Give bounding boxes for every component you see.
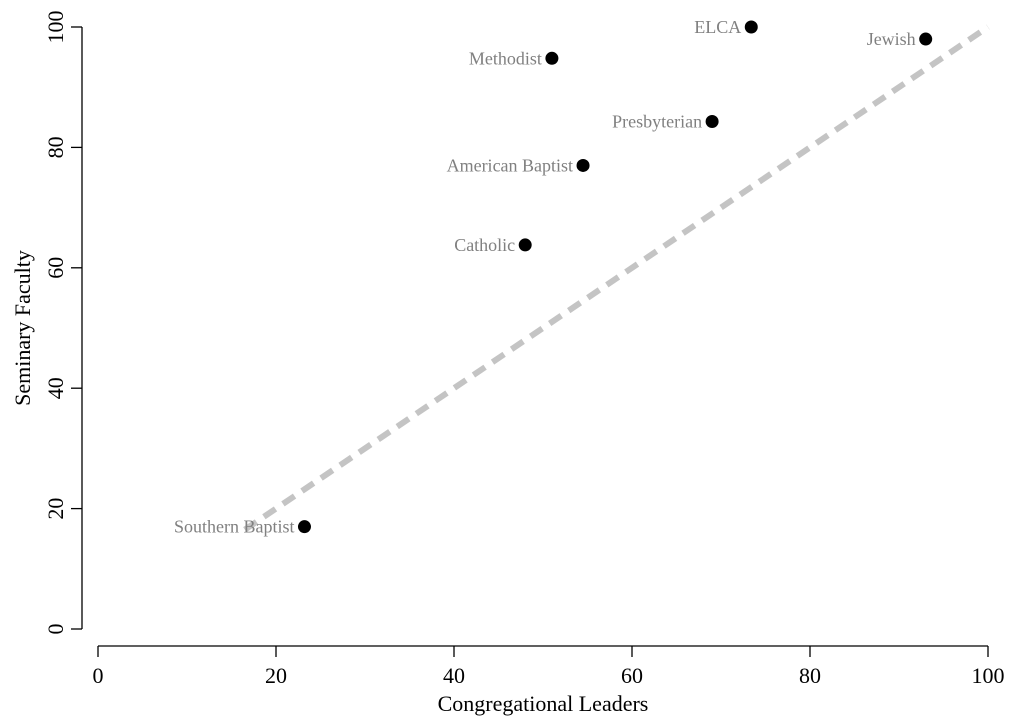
data-point — [518, 238, 532, 252]
diagonal-reference-line — [243, 24, 990, 533]
data-point — [919, 32, 933, 46]
point-label: Methodist — [469, 48, 542, 68]
x-tick-label: 80 — [799, 663, 821, 688]
data-point — [545, 51, 559, 65]
y-tick-label: 80 — [43, 136, 68, 158]
x-axis-ticks: 0 20 40 60 80 100 — [93, 646, 1005, 688]
point-label: Presbyterian — [612, 112, 702, 132]
data-point — [705, 115, 719, 129]
y-tick-label: 40 — [43, 377, 68, 399]
x-tick-label: 100 — [972, 663, 1005, 688]
data-points: ELCA Jewish Methodist Presbyterian American … — [174, 17, 933, 537]
point-label: Jewish — [867, 29, 916, 49]
x-tick-label: 20 — [265, 663, 287, 688]
x-tick-label: 40 — [443, 663, 465, 688]
x-axis-title: Congregational Leaders — [438, 691, 649, 716]
y-tick-label: 60 — [43, 257, 68, 279]
y-axis-ticks: 0 20 40 60 80 100 — [43, 11, 82, 635]
point-label: Catholic — [454, 235, 515, 255]
x-tick-label: 60 — [621, 663, 643, 688]
data-point — [297, 520, 311, 534]
axes — [81, 27, 988, 647]
point-label: Southern Baptist — [174, 517, 295, 537]
point-label: ELCA — [694, 17, 741, 37]
data-point — [744, 20, 758, 34]
data-point — [576, 158, 590, 172]
reference-line-layer — [243, 24, 990, 533]
x-tick-label: 0 — [93, 663, 104, 688]
y-tick-label: 100 — [43, 11, 68, 44]
y-axis-title: Seminary Faculty — [10, 250, 35, 406]
point-label: American Baptist — [447, 155, 573, 175]
y-tick-label: 0 — [43, 624, 68, 635]
y-tick-label: 20 — [43, 498, 68, 520]
